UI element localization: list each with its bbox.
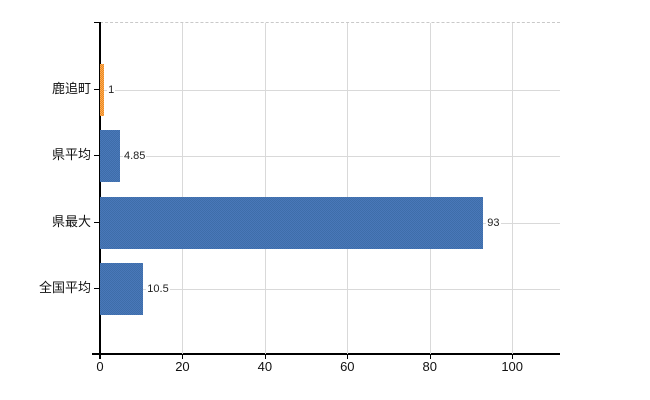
x-tick — [264, 354, 266, 359]
vertical-gridline — [347, 23, 349, 354]
vertical-gridline — [512, 23, 514, 354]
y-label-national-average: 全国平均 — [38, 280, 91, 295]
y-tick — [94, 222, 100, 223]
x-tick-label: 20 — [175, 359, 190, 374]
horizontal-gridline — [100, 289, 560, 290]
bar-pref-average — [100, 130, 120, 182]
plot-area: 1 4.85 93 10.5 — [100, 22, 560, 354]
x-tick — [182, 354, 184, 359]
y-axis-end-cap — [94, 22, 100, 23]
y-tick — [94, 155, 100, 156]
y-tick — [94, 288, 100, 289]
x-tick-label: 100 — [501, 359, 524, 374]
x-tick-label: 60 — [340, 359, 355, 374]
y-axis-line — [99, 22, 101, 359]
x-tick-label: 80 — [422, 359, 437, 374]
vertical-gridline — [264, 23, 266, 354]
y-label-pref-average: 県平均 — [51, 147, 91, 162]
bar-value-label: 1 — [107, 83, 116, 97]
x-axis-line — [92, 353, 560, 355]
x-tick-label: 40 — [257, 359, 273, 374]
x-tick — [347, 354, 349, 359]
x-tick — [429, 354, 431, 359]
bar-value-label: 10.5 — [146, 282, 170, 296]
y-tick — [94, 89, 100, 90]
vertical-gridline — [429, 23, 431, 354]
x-tick — [100, 354, 101, 359]
bar-national-average — [100, 263, 144, 315]
y-label-shikaoi: 鹿追町 — [51, 81, 91, 96]
bar-value-label: 4.85 — [123, 149, 147, 163]
y-label-pref-max: 県最大 — [51, 214, 91, 229]
vertical-gridline — [182, 23, 184, 354]
bar-value-label: 93 — [486, 216, 501, 230]
bar-pref-max — [100, 197, 484, 249]
x-tick — [512, 354, 514, 359]
bar-shikaoi — [100, 64, 105, 116]
horizontal-gridline — [100, 90, 560, 91]
x-tick-label: 0 — [96, 359, 104, 374]
horizontal-gridline — [100, 156, 560, 157]
